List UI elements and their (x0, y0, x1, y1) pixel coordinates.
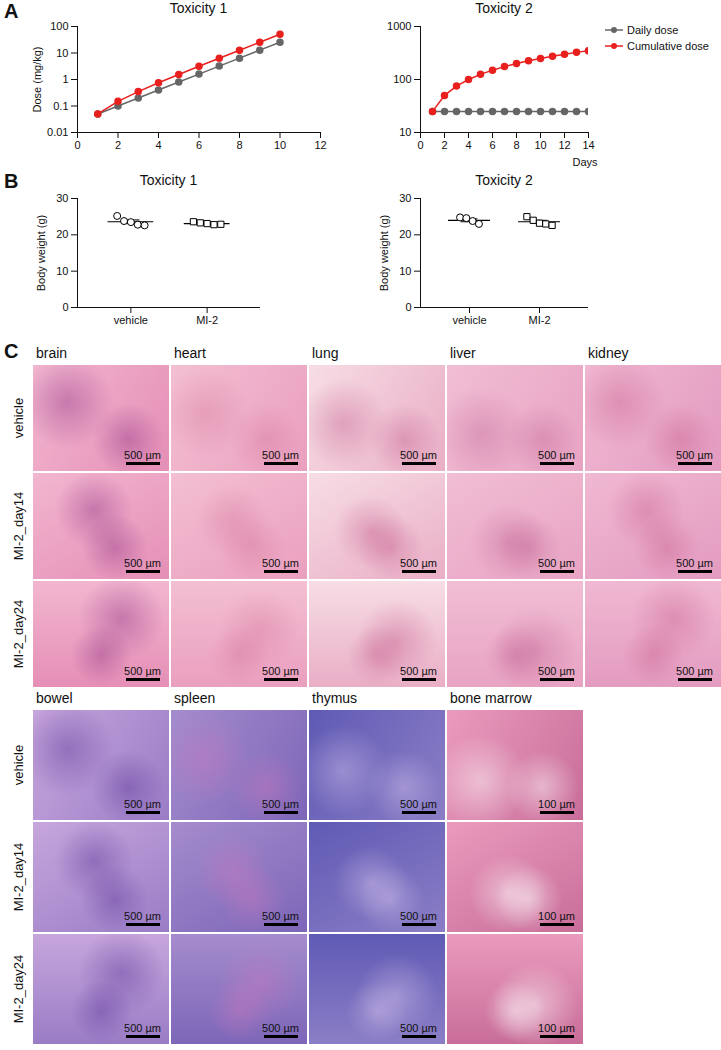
svg-text:10: 10 (399, 265, 411, 277)
html-text:100 µm: 100 µm (538, 1022, 575, 1034)
html-text:Toxicity 1: Toxicity 1 (139, 172, 198, 188)
svg-text:MI-2: MI-2 (529, 314, 551, 326)
svg-text:2: 2 (115, 139, 121, 151)
html-text:500 µm: 500 µm (400, 557, 437, 569)
html-text:500 µm: 500 µm (400, 665, 437, 677)
html-text:Cumulative dose: Cumulative dose (627, 40, 709, 52)
html-text:500 µm: 500 µm (538, 665, 575, 677)
html-text:500 µm: 500 µm (124, 665, 161, 677)
html-text:500 µm: 500 µm (538, 449, 575, 461)
svg-text:8: 8 (513, 139, 519, 151)
html-text:500 µm: 500 µm (676, 557, 713, 569)
svg-text:10: 10 (274, 139, 286, 151)
html-text:C: C (4, 340, 19, 362)
html-text:500 µm: 500 µm (262, 665, 299, 677)
html-text:100 µm: 100 µm (538, 798, 575, 810)
html-text:Toxicity 2: Toxicity 2 (475, 0, 533, 16)
html-text:bowel: bowel (36, 690, 73, 706)
html-text:500 µm: 500 µm (400, 1022, 437, 1034)
html-text:MI-2_day24: MI-2_day24 (10, 954, 26, 1024)
svg-text:MI-2: MI-2 (196, 314, 218, 326)
svg-text:14: 14 (582, 139, 594, 151)
svg-text:0: 0 (62, 301, 68, 313)
html-text:100 µm: 100 µm (538, 910, 575, 922)
svg-text:12: 12 (558, 139, 570, 151)
html-text:bone marrow: bone marrow (450, 690, 532, 706)
html-text:brain: brain (36, 345, 68, 361)
html-text:Toxicity 2: Toxicity 2 (475, 172, 533, 188)
html-text:500 µm: 500 µm (262, 449, 299, 461)
svg-text:4: 4 (465, 139, 471, 151)
svg-text:0.01: 0.01 (47, 126, 68, 138)
svg-text:Dose (mg/kg): Dose (mg/kg) (31, 46, 43, 112)
svg-text:12: 12 (314, 139, 326, 151)
svg-text:10: 10 (399, 126, 411, 138)
svg-text:10: 10 (56, 47, 68, 59)
svg-text:Body weight (g): Body weight (g) (35, 215, 47, 291)
svg-text:20: 20 (399, 228, 411, 240)
html-text:MI-2_day14: MI-2_day14 (10, 491, 26, 561)
html-text:vehicle: vehicle (10, 744, 26, 786)
svg-text:1000: 1000 (387, 20, 411, 32)
svg-text:Body weight (g): Body weight (g) (378, 215, 390, 291)
svg-text:100: 100 (393, 73, 411, 85)
html-text:500 µm: 500 µm (262, 910, 299, 922)
html-text:B: B (4, 170, 19, 192)
html-text:MI-2_day24: MI-2_day24 (10, 599, 26, 669)
svg-text:vehicle: vehicle (452, 314, 486, 326)
html-text:500 µm: 500 µm (400, 798, 437, 810)
svg-text:vehicle: vehicle (114, 314, 148, 326)
html-text:500 µm: 500 µm (676, 449, 713, 461)
svg-text:0: 0 (405, 301, 411, 313)
svg-text:6: 6 (196, 139, 202, 151)
html-text:spleen: spleen (174, 690, 216, 706)
svg-text:1: 1 (62, 73, 68, 85)
html-text:500 µm: 500 µm (262, 557, 299, 569)
svg-text:4: 4 (155, 139, 161, 151)
svg-text:30: 30 (56, 192, 68, 204)
html-text:500 µm: 500 µm (538, 557, 575, 569)
svg-text:Days: Days (572, 156, 598, 168)
svg-text:100: 100 (50, 20, 68, 32)
html-text:Toxicity 1: Toxicity 1 (169, 0, 228, 16)
svg-text:0: 0 (417, 139, 423, 151)
html-text:500 µm: 500 µm (262, 1022, 299, 1034)
html-text:500 µm: 500 µm (124, 1022, 161, 1034)
html-text:MI-2_day14: MI-2_day14 (10, 842, 26, 912)
html-text:500 µm: 500 µm (400, 910, 437, 922)
html-text:500 µm: 500 µm (400, 449, 437, 461)
html-text:Daily dose: Daily dose (627, 24, 679, 36)
html-text:500 µm: 500 µm (124, 910, 161, 922)
html-text:kidney: kidney (588, 345, 629, 361)
svg-text:0: 0 (74, 139, 80, 151)
svg-text:10: 10 (534, 139, 546, 151)
html-text:500 µm: 500 µm (262, 798, 299, 810)
svg-text:6: 6 (489, 139, 495, 151)
svg-text:8: 8 (236, 139, 242, 151)
html-text:500 µm: 500 µm (124, 449, 161, 461)
html-text:vehicle: vehicle (10, 397, 26, 439)
svg-text:20: 20 (56, 228, 68, 240)
html-text:heart: heart (174, 345, 206, 361)
html-text:500 µm: 500 µm (124, 557, 161, 569)
svg-text:2: 2 (441, 139, 447, 151)
html-text:500 µm: 500 µm (676, 665, 713, 677)
html-text:lung: lung (312, 345, 339, 361)
svg-text:0.1: 0.1 (53, 100, 68, 112)
html-text:liver: liver (450, 345, 476, 361)
svg-text:10: 10 (56, 265, 68, 277)
svg-text:30: 30 (399, 192, 411, 204)
html-text:500 µm: 500 µm (124, 798, 161, 810)
html-text:A: A (4, 0, 19, 22)
html-text:thymus: thymus (312, 690, 358, 706)
